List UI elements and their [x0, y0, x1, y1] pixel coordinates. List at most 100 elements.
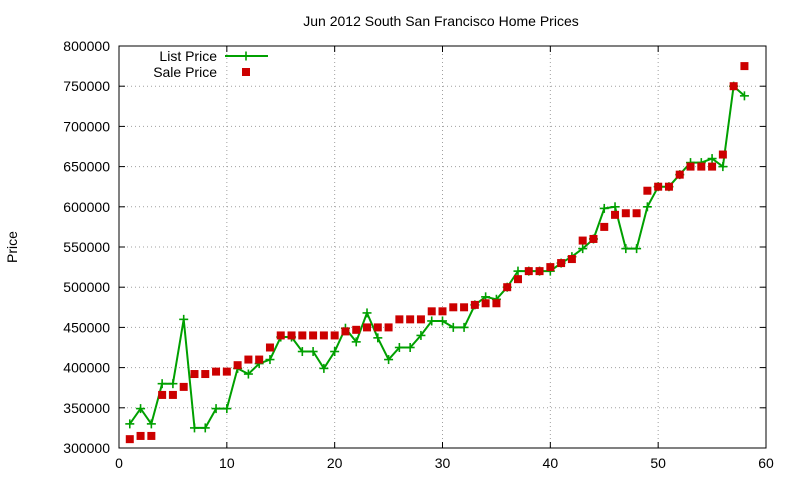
sale-price-point — [233, 361, 242, 370]
sale-price-point — [600, 222, 609, 231]
y-tick-label: 350000 — [63, 400, 110, 416]
list-price-point — [297, 347, 307, 357]
sale-price-point — [395, 315, 404, 324]
sale-price-point — [654, 182, 663, 191]
y-tick-label: 700000 — [63, 118, 110, 134]
x-tick-label: 50 — [650, 455, 666, 471]
series-sale-price — [125, 62, 749, 444]
list-price-point — [405, 343, 415, 352]
sale-price-point — [373, 323, 382, 332]
list-price-point — [146, 419, 156, 429]
list-price-point — [373, 333, 383, 343]
y-tick-label: 400000 — [63, 360, 110, 376]
sale-price-point — [427, 307, 436, 316]
list-price-point — [610, 202, 620, 212]
sale-price-point — [438, 307, 447, 316]
sale-price-point — [643, 186, 652, 195]
sale-price-point — [222, 367, 231, 376]
sale-price-point — [492, 299, 501, 308]
legend: List Price Sale Price — [153, 48, 268, 80]
sale-price-point — [158, 390, 167, 399]
chart-title: Jun 2012 South San Francisco Home Prices — [303, 13, 578, 29]
sale-price-point — [341, 327, 350, 336]
sale-price-point — [503, 283, 512, 292]
list-price-point — [578, 244, 588, 254]
sale-price-point — [664, 182, 673, 191]
list-price-point — [438, 316, 447, 326]
y-axis-label: Price — [4, 231, 20, 263]
list-price-point — [394, 343, 404, 352]
list-price-point — [384, 355, 394, 365]
y-tick-label: 750000 — [63, 78, 110, 94]
legend-sale-price-label: Sale Price — [153, 64, 217, 80]
list-price-point — [427, 316, 437, 326]
list-price-point — [642, 202, 652, 212]
list-price-point — [265, 355, 275, 365]
list-price-point — [362, 308, 372, 318]
sale-price-point — [330, 331, 339, 340]
list-price-point — [136, 404, 146, 414]
x-tick-label: 40 — [543, 455, 559, 471]
sale-price-point — [352, 325, 361, 334]
sale-price-point — [179, 382, 188, 391]
sale-price-point — [535, 267, 544, 276]
sale-price-point — [136, 431, 145, 440]
grid — [119, 46, 766, 448]
sale-price-point — [190, 370, 199, 379]
sale-price-point — [686, 162, 695, 171]
list-price-point — [243, 369, 253, 379]
sale-price-point — [567, 255, 576, 264]
list-price-point — [330, 347, 340, 357]
sale-price-point — [416, 315, 425, 324]
y-tick-label: 550000 — [63, 239, 110, 255]
sale-price-point — [513, 275, 522, 284]
x-tick-label: 20 — [327, 455, 343, 471]
sale-price-point — [147, 431, 156, 440]
sale-price-point — [481, 299, 490, 308]
sale-price-point — [201, 370, 210, 379]
sale-price-point — [265, 343, 274, 352]
list-price-point — [448, 322, 458, 332]
sale-price-point — [363, 323, 372, 332]
list-price-point — [125, 419, 135, 429]
list-price-point — [200, 423, 210, 433]
legend-sale-price-marker — [242, 68, 250, 76]
list-price-point — [168, 379, 178, 389]
list-price-point — [211, 404, 221, 414]
x-tick-label: 10 — [219, 455, 235, 471]
sale-price-point — [729, 82, 738, 91]
list-price-point — [739, 91, 749, 101]
sale-price-point — [611, 210, 620, 219]
sale-price-point — [319, 331, 328, 340]
sale-price-point — [589, 234, 598, 243]
sale-price-point — [708, 162, 717, 171]
list-price-point — [459, 322, 469, 332]
list-price-point — [319, 363, 329, 373]
sale-price-point — [168, 390, 177, 399]
list-price-point — [308, 347, 318, 357]
y-tick-label: 300000 — [63, 440, 110, 456]
list-price-point — [718, 162, 728, 172]
legend-list-price-marker — [241, 51, 251, 61]
sale-price-point — [460, 303, 469, 312]
tick-labels: 0 10 20 30 40 50 60 300000 350000 400000 450000 500… — [63, 38, 774, 471]
list-price-point — [621, 244, 631, 254]
sale-price-point — [298, 331, 307, 340]
y-tick-label: 600000 — [63, 199, 110, 215]
sale-price-point — [449, 303, 458, 312]
sale-price-point — [470, 300, 479, 309]
sale-price-point — [125, 435, 134, 444]
list-price-point — [513, 266, 523, 276]
sale-price-point — [578, 236, 587, 245]
sale-price-point — [675, 170, 684, 179]
sale-price-point — [309, 331, 318, 340]
sale-price-point — [406, 315, 415, 324]
list-price-point — [632, 244, 642, 254]
list-price-line — [128, 84, 746, 429]
sale-price-point — [384, 323, 393, 332]
sale-price-point — [287, 331, 296, 340]
list-price-point — [222, 404, 232, 414]
sale-price-point — [244, 355, 253, 364]
list-price-point — [179, 314, 189, 324]
